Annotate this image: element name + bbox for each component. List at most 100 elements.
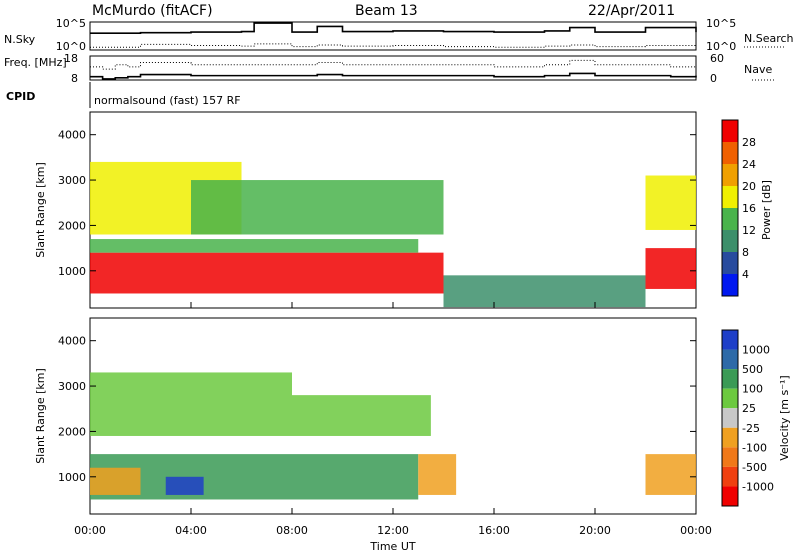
freq-left-tick-bottom: 8 xyxy=(71,72,78,85)
power-region-1 xyxy=(90,239,419,253)
time-axis-label: Time UT xyxy=(369,540,415,553)
power-colorbar-segment-1 xyxy=(722,252,738,274)
power-colorbar-tick-1: 8 xyxy=(742,246,749,259)
velocity-region-1 xyxy=(90,467,141,495)
velocity-xtick-label-0: 00:00 xyxy=(74,524,106,537)
velocity-colorbar-tick-4: -25 xyxy=(742,422,760,435)
power-colorbar-tick-0: 4 xyxy=(742,268,749,281)
power-ytick-label-3: 4000 xyxy=(58,129,86,142)
velocity-xtick-label-1: 04:00 xyxy=(175,524,207,537)
noise-series-1 xyxy=(90,43,697,48)
power-heatmap xyxy=(90,161,696,308)
velocity-region-6 xyxy=(645,454,696,495)
cpid-value: normalsound (fast) 157 RF xyxy=(94,94,241,107)
velocity-x-axis: 00:00 04:00 08:00 12:00 16:00 20:00 00:00 xyxy=(74,508,712,537)
power-colorbar-tick-6: 28 xyxy=(742,136,756,149)
freq-right-label: Nave xyxy=(744,63,772,76)
velocity-colorbar-tick-6: -500 xyxy=(742,461,767,474)
velocity-colorbar-segment-0 xyxy=(722,330,738,350)
velocity-colorbar-segment-5 xyxy=(722,427,738,448)
velocity-heatmap xyxy=(90,372,696,500)
power-ytick-label-2: 3000 xyxy=(58,174,86,187)
power-colorbar-label: Power [dB] xyxy=(760,180,773,240)
power-colorbar-segment-6 xyxy=(722,142,738,164)
velocity-region-2 xyxy=(165,476,204,495)
velocity-region-5 xyxy=(418,454,457,495)
power-colorbar: 4 8 12 16 20 24 28 xyxy=(721,119,756,297)
velocity-colorbar-segment-2 xyxy=(722,369,738,389)
noise-left-tick-bottom: 10^0 xyxy=(56,40,86,53)
power-colorbar-tick-2: 12 xyxy=(742,224,756,237)
freq-series-0 xyxy=(90,72,697,80)
power-colorbar-tick-4: 20 xyxy=(742,180,756,193)
freq-left-tick-top: 18 xyxy=(64,52,78,65)
freq-panel-frame xyxy=(89,55,697,81)
velocity-ytick-label-0: 1000 xyxy=(58,471,86,484)
velocity-colorbar-tick-1: 500 xyxy=(742,363,763,376)
velocity-xtick-label-5: 20:00 xyxy=(579,524,611,537)
power-x-ticks xyxy=(89,302,697,308)
power-y-label: Slant Range [km] xyxy=(34,162,47,258)
velocity-colorbar-label: Velocity [m s⁻¹] xyxy=(778,375,791,460)
power-colorbar-segment-5 xyxy=(722,164,738,186)
freq-left-label: Freq. [MHz] xyxy=(4,56,67,69)
power-region-6 xyxy=(645,175,696,230)
noise-right-tick-bottom: 10^0 xyxy=(706,40,736,53)
power-colorbar-segment-4 xyxy=(722,186,738,208)
velocity-xtick-label-3: 12:00 xyxy=(377,524,409,537)
power-colorbar-tick-3: 16 xyxy=(742,202,756,215)
power-ytick-label-0: 1000 xyxy=(58,265,86,278)
noise-series-0 xyxy=(90,22,697,34)
date-title: 22/Apr/2011 xyxy=(588,3,675,19)
beam-title: Beam 13 xyxy=(355,3,418,19)
power-region-4 xyxy=(443,275,646,308)
velocity-xtick-label-4: 16:00 xyxy=(478,524,510,537)
power-y-axis: 1000 2000 3000 4000 xyxy=(58,129,696,278)
power-colorbar-segment-3 xyxy=(722,208,738,230)
velocity-colorbar-frame xyxy=(721,329,739,507)
station-title: McMurdo (fitACF) xyxy=(92,3,213,19)
power-region-3 xyxy=(191,180,444,235)
velocity-region-4 xyxy=(292,395,431,436)
noise-left-label: N.Sky xyxy=(4,33,36,46)
velocity-colorbar-segment-4 xyxy=(722,408,738,428)
velocity-ytick-label-2: 3000 xyxy=(58,380,86,393)
noise-right-tick-top: 10^5 xyxy=(706,17,736,30)
velocity-colorbar-segment-8 xyxy=(722,486,738,506)
velocity-colorbar-segment-3 xyxy=(722,388,738,409)
noise-right-label: N.Search xyxy=(744,32,794,45)
velocity-colorbar-tick-5: -100 xyxy=(742,441,767,454)
noise-panel-frame xyxy=(89,21,697,51)
noise-series xyxy=(90,22,697,48)
velocity-colorbar-tick-7: -1000 xyxy=(742,480,774,493)
noise-left-tick-top: 10^5 xyxy=(56,17,86,30)
velocity-region-0 xyxy=(90,454,419,500)
velocity-colorbar-tick-2: 100 xyxy=(742,383,763,396)
velocity-xtick-label-6: 00:00 xyxy=(680,524,712,537)
cpid-label: CPID xyxy=(6,90,35,103)
power-region-5 xyxy=(645,248,696,289)
power-colorbar-segment-0 xyxy=(722,274,738,296)
velocity-y-label: Slant Range [km] xyxy=(34,368,47,464)
power-colorbar-tick-5: 24 xyxy=(742,158,756,171)
velocity-colorbar-segment-7 xyxy=(722,466,738,487)
velocity-colorbar: 1000 500 100 25 -25 -100 -500 -1000 xyxy=(721,329,774,507)
velocity-ytick-label-1: 2000 xyxy=(58,425,86,438)
velocity-colorbar-tick-3: 25 xyxy=(742,402,756,415)
freq-right-tick-bottom: 0 xyxy=(710,72,717,85)
power-colorbar-segment-2 xyxy=(722,230,738,252)
power-ytick-label-1: 2000 xyxy=(58,219,86,232)
velocity-colorbar-segment-1 xyxy=(722,349,738,370)
power-colorbar-segment-7 xyxy=(722,120,738,142)
velocity-ytick-label-3: 4000 xyxy=(58,335,86,348)
freq-series-1 xyxy=(90,59,697,70)
velocity-colorbar-segment-6 xyxy=(722,447,738,467)
velocity-region-3 xyxy=(90,372,292,436)
power-region-0 xyxy=(90,252,444,294)
power-colorbar-frame xyxy=(721,119,739,297)
velocity-colorbar-tick-0: 1000 xyxy=(742,344,770,357)
freq-series xyxy=(90,59,697,80)
velocity-xtick-label-2: 08:00 xyxy=(276,524,308,537)
freq-right-tick-top: 60 xyxy=(710,52,724,65)
